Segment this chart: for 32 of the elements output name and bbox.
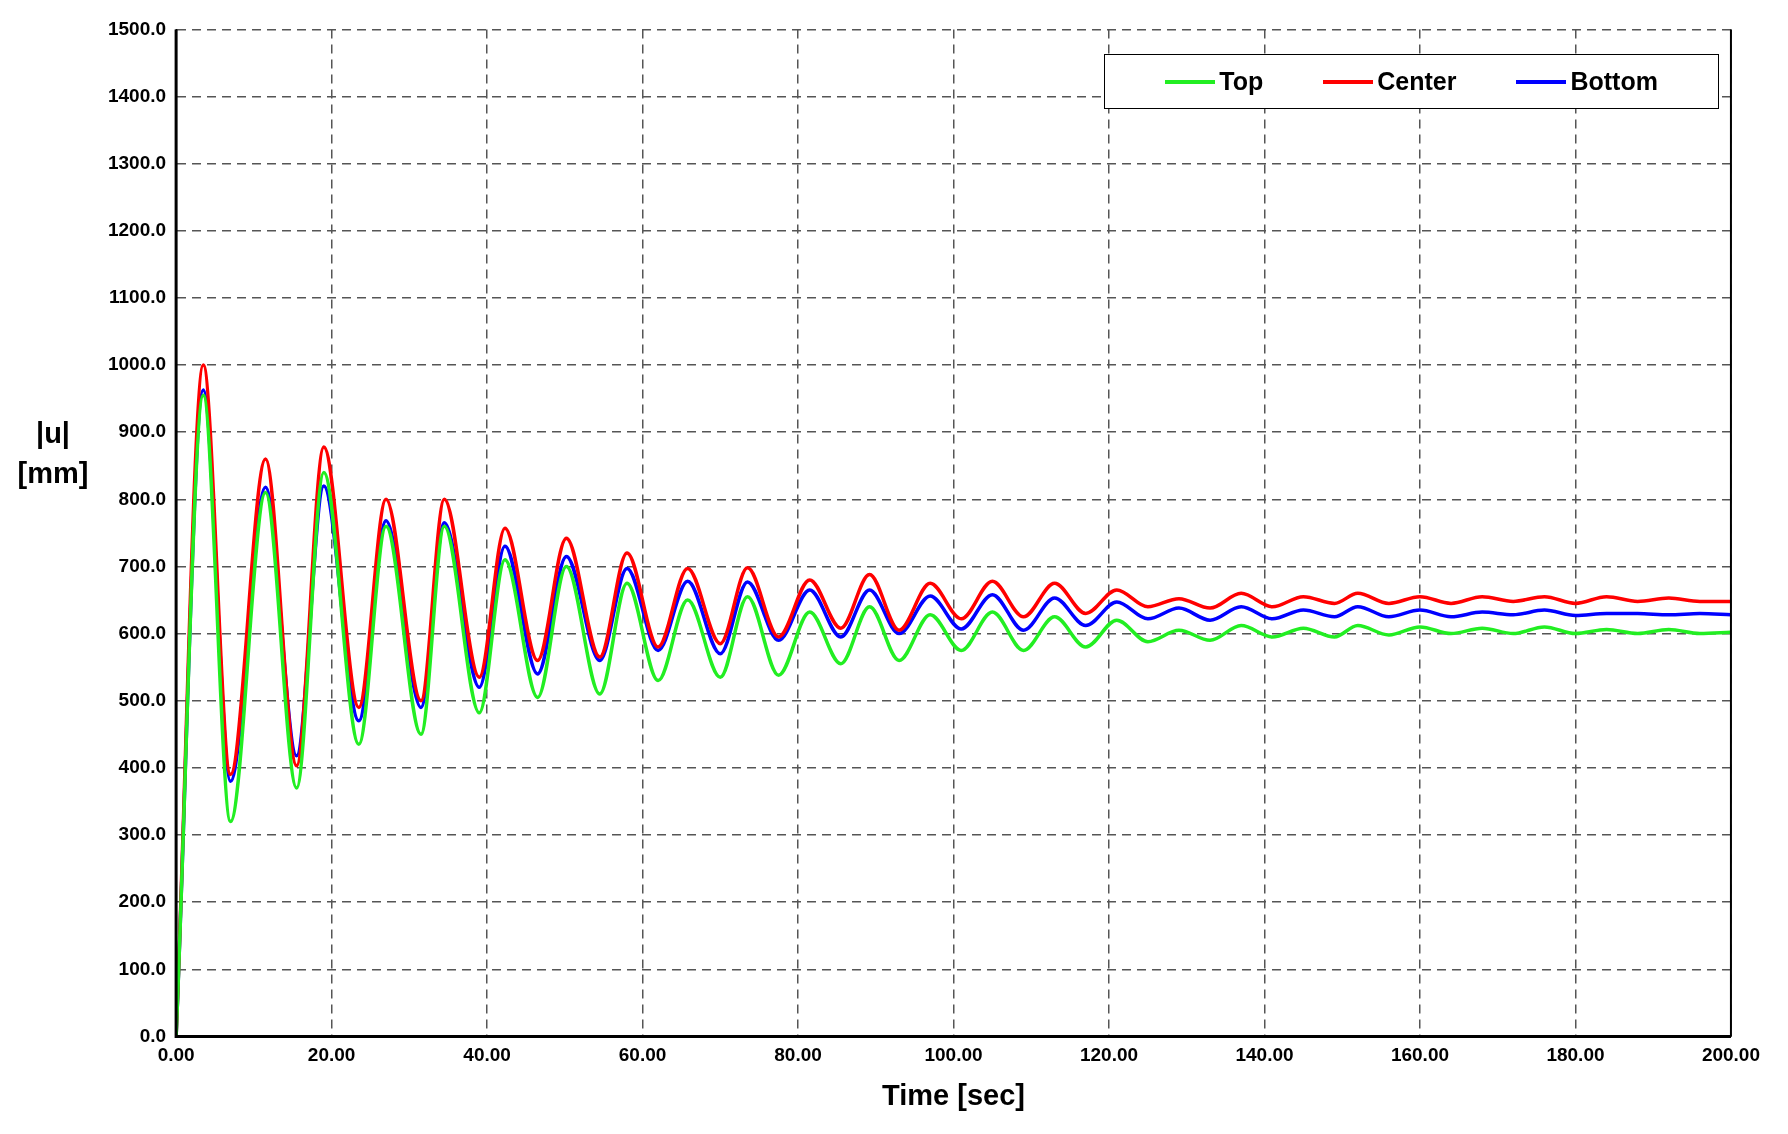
y-tick-label: 1400.0 [107,84,167,106]
x-tick-label: 0.00 [157,1044,195,1066]
y-tick-label: 0.0 [139,1024,167,1046]
x-axis-title: Time [sec] [882,1078,1025,1111]
y-tick-label: 100.0 [118,957,167,979]
y-tick-label: 600.0 [118,621,167,643]
x-tick-label: 140.00 [1235,1044,1294,1066]
y-tick-label: 1300.0 [107,151,167,173]
y-tick-label: 400.0 [118,756,167,778]
y-tick-label: 1500.0 [107,17,167,39]
y-axis-title: |u| [mm] [16,416,90,491]
y-tick-label: 1200.0 [107,219,167,241]
y-tick-label: 900.0 [118,420,167,442]
x-tick-label: 200.00 [1701,1044,1761,1066]
y-tick-label: 800.0 [118,487,167,509]
legend-label: Bottom [1570,67,1658,97]
x-tick-label: 40.00 [463,1044,511,1066]
y-tick-label: 1000.0 [107,353,167,375]
x-tick-label: 160.00 [1390,1044,1450,1066]
legend-label: Center [1377,67,1457,97]
x-tick-label: 100.00 [924,1044,983,1066]
y-tick-label: 1100.0 [109,286,167,308]
x-tick-label: 120.00 [1079,1044,1139,1066]
y-tick-label: 200.0 [118,890,167,912]
y-tick-label: 500.0 [118,688,167,710]
x-tick-label: 80.00 [774,1044,822,1066]
y-tick-label: 300.0 [118,823,167,845]
x-tick-label: 20.00 [307,1044,356,1066]
legend-label: Top [1219,67,1264,97]
y-tick-label: 700.0 [118,554,167,576]
x-tick-label: 60.00 [618,1044,667,1066]
x-tick-label: 180.00 [1546,1044,1605,1066]
